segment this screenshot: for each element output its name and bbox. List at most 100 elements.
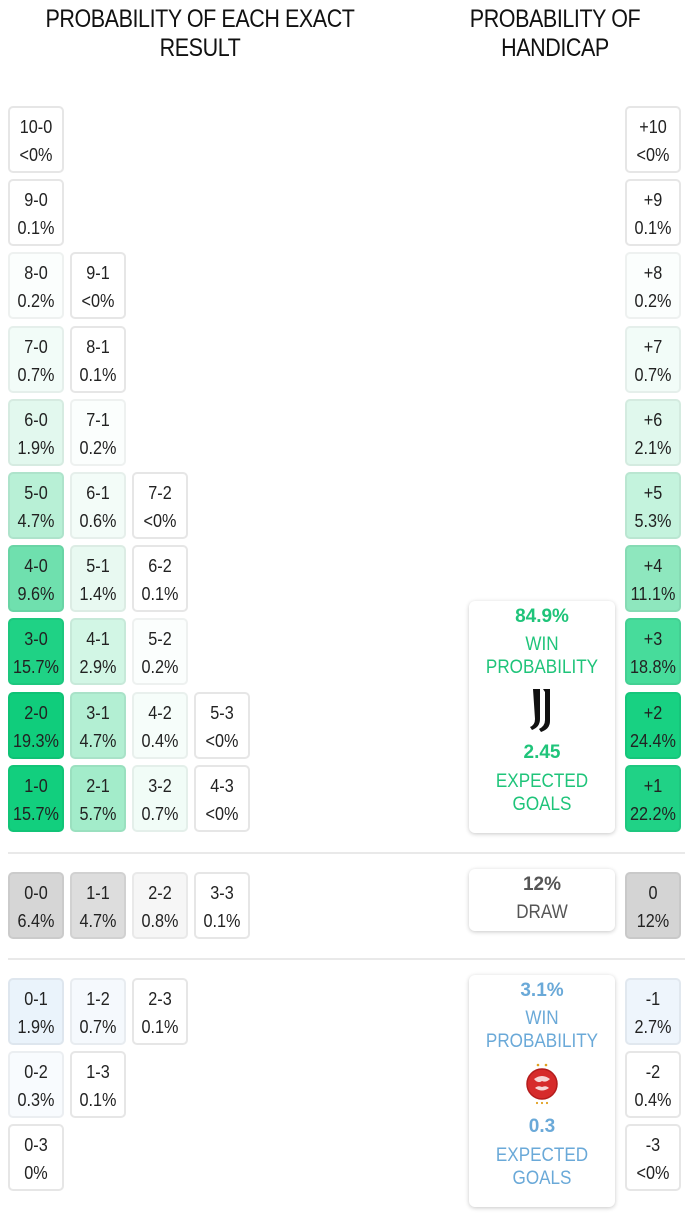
cell-probability: 0.2% — [634, 291, 672, 311]
handicap-cell-home: +1 22.2% — [625, 765, 681, 832]
score-cell-home-win: 6-2 0.1% — [132, 545, 188, 612]
cell-probability: 0.2% — [79, 438, 117, 458]
cell-label: 3-1 — [86, 703, 110, 723]
score-cell-away-win: 0-1 1.9% — [8, 978, 64, 1045]
cell-probability: 4.7% — [17, 511, 55, 531]
draw-label: DRAW — [516, 902, 568, 923]
handicap-cell-home: +6 2.1% — [625, 399, 681, 466]
score-cell-away-win: 1-2 0.7% — [70, 978, 126, 1045]
handicap-cell-home: +3 18.8% — [625, 618, 681, 685]
score-cell-home-win: 3-1 4.7% — [70, 692, 126, 759]
score-cell-draw: 1-1 4.7% — [70, 872, 126, 939]
cell-probability: 0.4% — [141, 731, 179, 751]
cell-probability: 15.7% — [13, 804, 59, 824]
cell-probability: 0.1% — [17, 218, 55, 238]
cell-label: 10-0 — [19, 117, 53, 137]
cell-probability: 1.9% — [17, 438, 55, 458]
cell-probability: 0.2% — [141, 657, 179, 677]
cell-probability: 9.6% — [17, 584, 55, 604]
cell-label: 4-0 — [24, 556, 48, 576]
cell-label: 8-0 — [24, 263, 48, 283]
cell-label: 6-0 — [24, 410, 48, 430]
cell-probability: 2.1% — [634, 438, 672, 458]
handicap-cell-home: +8 0.2% — [625, 252, 681, 319]
cell-probability: 0.1% — [634, 218, 672, 238]
cell-probability: 4.7% — [79, 731, 117, 751]
score-cell-home-win: 9-0 0.1% — [8, 179, 64, 246]
cell-probability: 0.1% — [79, 1090, 117, 1110]
wydad-crest-icon — [522, 1061, 562, 1107]
score-cell-home-win: 2-0 19.3% — [8, 692, 64, 759]
cell-probability: <0% — [205, 731, 239, 751]
cell-probability: 1.4% — [79, 584, 117, 604]
cell-label: +10 — [639, 117, 667, 137]
cell-label: 4-1 — [86, 629, 110, 649]
cell-label: 9-1 — [86, 263, 110, 283]
cell-label: 2-3 — [148, 989, 172, 1009]
home-xg-label: EXPECTED — [495, 771, 589, 792]
handicap-heading: PROBABILITY OF HANDICAP — [469, 5, 641, 62]
cell-label: 0 — [648, 883, 658, 903]
cell-label: 6-2 — [148, 556, 172, 576]
cell-probability: 5.3% — [634, 511, 672, 531]
home-win-probability: 84.9% — [515, 606, 569, 627]
home-xg-label-2: GOALS — [512, 794, 572, 815]
cell-label: 3-0 — [24, 629, 48, 649]
draw-separator-bottom — [8, 958, 685, 960]
handicap-cell-home: +2 24.4% — [625, 692, 681, 759]
cell-label: 1-1 — [86, 883, 110, 903]
cell-label: 7-2 — [148, 483, 172, 503]
cell-label: 4-2 — [148, 703, 172, 723]
away-xg-label: EXPECTED — [495, 1145, 589, 1166]
score-cell-home-win: 4-2 0.4% — [132, 692, 188, 759]
cell-probability: <0% — [636, 1163, 670, 1183]
away-xg-label-2: GOALS — [512, 1168, 572, 1189]
cell-label: +1 — [643, 776, 663, 796]
cell-probability: <0% — [636, 145, 670, 165]
cell-label: +5 — [643, 483, 663, 503]
cell-label: +3 — [643, 629, 663, 649]
cell-probability: 24.4% — [630, 731, 676, 751]
cell-probability: <0% — [19, 145, 53, 165]
cell-probability: 0.7% — [141, 804, 179, 824]
cell-label: 7-0 — [24, 337, 48, 357]
cell-probability: 0.3% — [17, 1090, 55, 1110]
home-win-label: WIN — [525, 634, 559, 655]
home-expected-goals: 2.45 — [523, 742, 561, 763]
cell-probability: 0.7% — [17, 365, 55, 385]
cell-probability: 5.7% — [79, 804, 117, 824]
cell-label: +4 — [643, 556, 663, 576]
handicap-cell-home: +10 <0% — [625, 106, 681, 173]
score-cell-away-win: 0-3 0% — [8, 1124, 64, 1191]
cell-probability: 0.1% — [141, 1017, 179, 1037]
cell-probability: 2.7% — [634, 1017, 672, 1037]
cell-probability: 4.7% — [79, 911, 117, 931]
cell-label: 0-1 — [24, 989, 48, 1009]
juventus-crest-icon — [522, 687, 562, 733]
score-cell-home-win: 3-0 15.7% — [8, 618, 64, 685]
cell-label: 3-3 — [210, 883, 234, 903]
cell-label: 0-2 — [24, 1062, 48, 1082]
cell-probability: 0.8% — [141, 911, 179, 931]
score-cell-home-win: 7-2 <0% — [132, 472, 188, 539]
score-cell-home-win: 4-1 2.9% — [70, 618, 126, 685]
draw-summary-card: 12% DRAW — [469, 869, 615, 931]
cell-label: 0-0 — [24, 883, 48, 903]
cell-probability: <0% — [205, 804, 239, 824]
handicap-cell-home: +7 0.7% — [625, 326, 681, 393]
score-cell-home-win: 8-1 0.1% — [70, 326, 126, 393]
away-win-probability: 3.1% — [520, 980, 564, 1001]
home-win-label-2: PROBABILITY — [485, 657, 599, 678]
cell-label: 5-2 — [148, 629, 172, 649]
cell-probability: 6.4% — [17, 911, 55, 931]
cell-label: -3 — [645, 1135, 661, 1155]
score-cell-home-win: 1-0 15.7% — [8, 765, 64, 832]
cell-label: +6 — [643, 410, 663, 430]
score-cell-home-win: 5-2 0.2% — [132, 618, 188, 685]
cell-probability: 0.4% — [634, 1090, 672, 1110]
cell-label: -2 — [645, 1062, 661, 1082]
score-cell-home-win: 9-1 <0% — [70, 252, 126, 319]
away-win-label-2: PROBABILITY — [485, 1031, 599, 1052]
score-cell-home-win: 3-2 0.7% — [132, 765, 188, 832]
cell-label: 8-1 — [86, 337, 110, 357]
